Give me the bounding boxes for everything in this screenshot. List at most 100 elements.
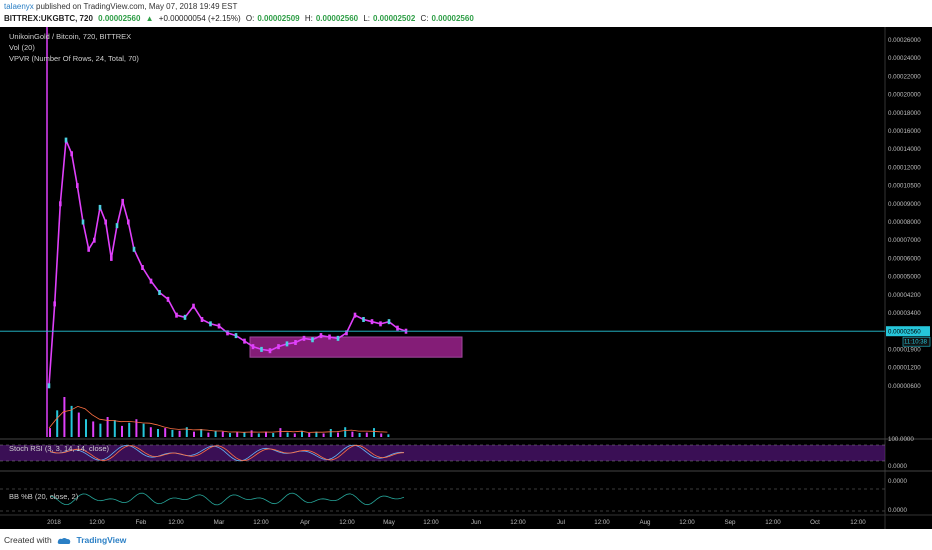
price-candle	[149, 278, 153, 284]
stoch-d-line	[49, 444, 405, 461]
price-candle	[379, 321, 382, 327]
price-candle	[64, 137, 68, 143]
last-price-label: 0.00002560	[888, 329, 921, 336]
brand-text[interactable]: TradingView	[76, 535, 127, 545]
x-tick-label: 2018	[47, 519, 61, 526]
volume-bar	[243, 432, 246, 437]
volume-bar	[200, 429, 203, 437]
volume-bar	[250, 430, 253, 437]
tradingview-logo-icon	[57, 537, 71, 544]
vpvr-legend: VPVR (Number Of Rows, 24, Total, 70)	[9, 54, 139, 63]
volume-bar	[229, 433, 231, 437]
volume-bar	[329, 429, 332, 437]
volume-bar	[157, 429, 159, 437]
open-label: O:	[245, 14, 255, 23]
created-with-text: Created with	[4, 535, 52, 545]
volume-bar	[236, 432, 239, 437]
volume-bar	[387, 434, 390, 437]
price-candle	[141, 265, 144, 270]
volume-bar	[149, 427, 152, 437]
volume-bar	[70, 405, 73, 437]
support-zone	[249, 336, 463, 358]
volume-bar	[351, 431, 354, 437]
volume-bar	[301, 430, 303, 437]
x-tick-label: 12:00	[253, 519, 269, 526]
volume-bar	[56, 410, 59, 437]
y-tick-label: 0.00006000	[888, 255, 921, 262]
published-text: published on TradingView.com, May 07, 20…	[36, 2, 238, 11]
y-tick-label: 0.00004200	[888, 292, 921, 299]
x-tick-label: Feb	[136, 519, 147, 526]
volume-bar	[365, 432, 368, 437]
chart-panel[interactable]: 0.00026000 0.00024000 0.00022000 0.00020000…	[0, 27, 932, 529]
x-tick-label: 12:00	[765, 519, 781, 526]
volume-bar	[185, 427, 188, 437]
price-candle	[81, 219, 85, 225]
price-candle	[319, 333, 323, 339]
volume-bar	[337, 432, 339, 437]
price-candle	[302, 335, 306, 341]
publish-info: talaenyx published on TradingView.com, M…	[4, 2, 237, 11]
last-price-tag	[886, 326, 930, 337]
volume-bar	[135, 419, 138, 437]
x-tick-label: May	[383, 519, 396, 526]
price-candle	[387, 319, 391, 325]
volume-bar	[142, 423, 145, 437]
y-tick-label: 0.00007000	[888, 237, 921, 244]
volume-bar	[358, 433, 361, 437]
bb-tick-label: 0.0000	[888, 507, 907, 514]
countdown-tag	[902, 336, 931, 347]
volume-bar	[315, 431, 318, 437]
volume-bar	[63, 397, 66, 437]
x-tick-label: Jun	[471, 519, 482, 526]
x-tick-label: Oct	[810, 519, 820, 526]
y-tick-label: 0.00014000	[888, 146, 921, 153]
publisher-name[interactable]: talaenyx	[4, 2, 34, 11]
x-tick-label: Sep	[724, 519, 736, 526]
volume-bar	[344, 427, 347, 437]
price-candle	[251, 344, 255, 350]
volume-bar	[265, 431, 267, 437]
y-tick-label: 0.00000600	[888, 383, 921, 390]
volume-bar	[164, 428, 167, 437]
y-tick-label: 0.00012000	[888, 164, 921, 171]
volume-bar	[380, 433, 383, 437]
y-tick-label: 0.00008000	[888, 219, 921, 226]
bb-line	[49, 492, 405, 506]
bb-legend: BB %B (20, close, 2)	[9, 492, 79, 501]
volume-bar	[221, 431, 224, 437]
x-tick-label: 12:00	[850, 519, 866, 526]
volume-legend: Vol (20)	[9, 43, 35, 52]
price-candle	[370, 319, 374, 325]
x-tick-label: 12:00	[423, 519, 439, 526]
y-tick-label: 0.00024000	[888, 55, 921, 62]
price-candle	[268, 348, 272, 354]
price-candle	[243, 338, 246, 344]
change-arrow-icon: ▲	[145, 14, 154, 23]
chart-svg[interactable]: 0.00026000 0.00024000 0.00022000 0.00020000…	[0, 27, 932, 529]
price-candle	[115, 223, 119, 229]
volume-bar	[128, 422, 131, 437]
volume-bar	[308, 433, 311, 437]
countdown-label: 11:10:38	[904, 340, 928, 346]
x-tick-label: 12:00	[594, 519, 610, 526]
price-candle	[47, 383, 51, 389]
volume-bar	[49, 428, 51, 437]
price-candle	[121, 198, 124, 204]
price-candle	[336, 335, 340, 341]
rsi-tick-label: 0.0000	[888, 463, 907, 470]
rsi-tick-label: 100.0000	[888, 436, 914, 443]
chart-title: UnikoinGold / Bitcoin, 720, BITTREX	[9, 32, 132, 41]
volume-bar	[279, 428, 282, 437]
x-tick-label: Mar	[214, 519, 225, 526]
price-candle	[98, 204, 102, 210]
close-label: C:	[420, 14, 429, 23]
volume-bar	[178, 430, 181, 437]
price-candle	[260, 346, 263, 352]
footer: Created with TradingView	[4, 535, 126, 545]
volume-bar	[257, 433, 260, 437]
x-tick-label: Jul	[557, 519, 565, 526]
symbol-bar: BITTREX:UKGBTC, 720 0.00002560 ▲ +0.0000…	[4, 14, 477, 23]
x-tick-label: 12:00	[168, 519, 184, 526]
price-candle	[200, 317, 204, 322]
